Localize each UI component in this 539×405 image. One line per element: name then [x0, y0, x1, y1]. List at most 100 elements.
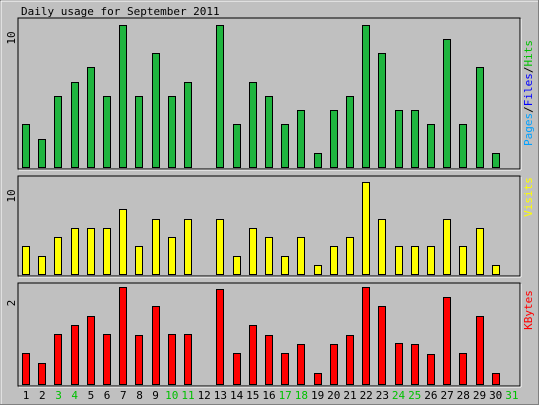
- x-tick-15: 15: [246, 389, 259, 402]
- bar-kbytes-day-1: [22, 353, 30, 385]
- bar-hits-day-2: [38, 139, 46, 168]
- bar-kbytes-day-2: [38, 363, 46, 385]
- bar-hits-day-23: [378, 53, 386, 168]
- bar-kbytes-day-10: [168, 334, 176, 385]
- x-tick-22: 22: [360, 389, 373, 402]
- bar-kbytes-day-23: [378, 306, 386, 385]
- x-tick-13: 13: [214, 389, 227, 402]
- x-tick-21: 21: [343, 389, 356, 402]
- bar-hits-day-22: [362, 25, 370, 168]
- bar-hits-day-10: [168, 96, 176, 168]
- bar-visits-day-5: [87, 228, 95, 275]
- bar-kbytes-day-27: [443, 297, 451, 385]
- x-tick-3: 3: [55, 389, 62, 402]
- bar-kbytes-day-29: [476, 316, 484, 385]
- bar-visits-day-1: [22, 246, 30, 275]
- bar-visits-day-28: [459, 246, 467, 275]
- bar-kbytes-day-24: [395, 343, 403, 385]
- x-tick-19: 19: [311, 389, 324, 402]
- x-tick-27: 27: [440, 389, 453, 402]
- x-tick-11: 11: [181, 389, 194, 402]
- legend-files: Files: [522, 73, 535, 106]
- bar-hits-day-8: [135, 96, 143, 168]
- bar-kbytes-day-6: [103, 334, 111, 385]
- bar-kbytes-day-20: [330, 344, 338, 385]
- bar-hits-day-19: [314, 153, 322, 168]
- x-tick-30: 30: [489, 389, 502, 402]
- x-tick-31: 31: [505, 389, 518, 402]
- bar-hits-day-16: [265, 96, 273, 168]
- bar-visits-day-25: [411, 246, 419, 275]
- x-tick-25: 25: [408, 389, 421, 402]
- bar-hits-day-24: [395, 110, 403, 168]
- x-tick-26: 26: [424, 389, 437, 402]
- legend-visits: Visits: [522, 177, 535, 217]
- bar-kbytes-day-19: [314, 373, 322, 385]
- bar-hits-day-6: [103, 96, 111, 168]
- x-tick-23: 23: [376, 389, 389, 402]
- x-tick-9: 9: [152, 389, 159, 402]
- bar-kbytes-day-22: [362, 287, 370, 385]
- bar-hits-day-27: [443, 39, 451, 168]
- y-tick-labels: 10 10 2: [5, 31, 18, 306]
- x-tick-2: 2: [39, 389, 46, 402]
- bar-visits-day-27: [443, 219, 451, 275]
- bar-hits-day-28: [459, 124, 467, 168]
- legend-kbytes: KBytes: [522, 290, 535, 330]
- bar-visits-day-11: [184, 219, 192, 275]
- bar-kbytes-day-26: [427, 354, 435, 385]
- bar-kbytes-day-9: [152, 306, 160, 385]
- bar-hits-day-17: [281, 124, 289, 168]
- x-tick-1: 1: [23, 389, 30, 402]
- bar-visits-day-6: [103, 228, 111, 275]
- bar-visits-day-15: [249, 228, 257, 275]
- bar-visits-day-24: [395, 246, 403, 275]
- bar-visits-day-8: [135, 246, 143, 275]
- bar-hits-day-29: [476, 67, 484, 168]
- bar-visits-day-18: [297, 237, 305, 275]
- legend-separator: /: [522, 67, 535, 74]
- bar-kbytes-day-3: [54, 334, 62, 385]
- bar-hits-day-1: [22, 124, 30, 168]
- x-tick-5: 5: [88, 389, 95, 402]
- bar-visits-day-13: [216, 219, 224, 275]
- bar-hits-day-7: [119, 25, 127, 168]
- bar-hits-day-14: [233, 124, 241, 168]
- bar-hits-day-4: [71, 82, 79, 168]
- bar-visits-day-29: [476, 228, 484, 275]
- bar-kbytes-day-21: [346, 335, 354, 385]
- bar-hits-day-21: [346, 96, 354, 168]
- x-tick-8: 8: [136, 389, 143, 402]
- bar-hits-day-11: [184, 82, 192, 168]
- y-tick-hits: 10: [5, 31, 18, 44]
- bar-hits-day-13: [216, 25, 224, 168]
- bar-kbytes-day-28: [459, 353, 467, 385]
- legend-hits-files-pages: Pages/Files/Hits: [522, 40, 535, 146]
- bar-visits-day-3: [54, 237, 62, 275]
- bar-kbytes-day-5: [87, 316, 95, 385]
- bar-kbytes-day-16: [265, 335, 273, 385]
- x-tick-20: 20: [327, 389, 340, 402]
- bar-kbytes-day-8: [135, 335, 143, 385]
- x-tick-labels: 1 2 3 4 5 6 7 8 9 10 11 12 13 14 15 16 17 18 19 20 21 22 23 24 2…: [23, 389, 519, 402]
- chart-panels: [17, 17, 522, 388]
- bar-visits-day-17: [281, 256, 289, 275]
- x-tick-16: 16: [262, 389, 275, 402]
- bar-visits-day-4: [71, 228, 79, 275]
- x-tick-17: 17: [279, 389, 292, 402]
- bar-visits-day-21: [346, 237, 354, 275]
- bar-kbytes-day-15: [249, 325, 257, 385]
- bar-hits-day-26: [427, 124, 435, 168]
- x-tick-6: 6: [104, 389, 111, 402]
- bar-kbytes-day-17: [281, 353, 289, 385]
- x-tick-12: 12: [198, 389, 211, 402]
- bar-hits-day-18: [297, 110, 305, 168]
- bar-kbytes-day-30: [492, 373, 500, 385]
- legend-hits: Hits: [522, 40, 535, 67]
- bar-hits-day-3: [54, 96, 62, 168]
- bar-kbytes-day-7: [119, 287, 127, 385]
- chart-title: Daily usage for September 2011: [21, 5, 220, 18]
- legend-separator: /: [522, 106, 535, 113]
- bar-visits-day-20: [330, 246, 338, 275]
- bar-visits-day-26: [427, 246, 435, 275]
